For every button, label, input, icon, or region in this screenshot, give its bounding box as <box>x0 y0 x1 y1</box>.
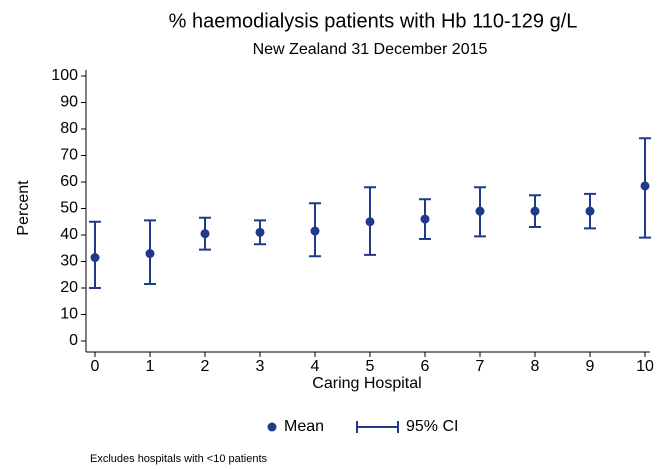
chart-title: % haemodialysis patients with Hb 110-129… <box>169 10 578 32</box>
x-tick-label: 10 <box>636 358 654 375</box>
mean-point <box>255 227 265 237</box>
x-tick-label: 4 <box>311 358 320 375</box>
x-tick-label: 9 <box>586 358 595 375</box>
y-tick-label: 20 <box>60 279 78 296</box>
y-tick-label: 40 <box>60 226 78 243</box>
x-tick-label: 5 <box>366 358 375 375</box>
mean-point <box>640 181 650 191</box>
y-tick-label: 60 <box>60 173 78 190</box>
chart-subtitle: New Zealand 31 December 2015 <box>253 41 488 58</box>
mean-point <box>365 217 375 227</box>
mean-point <box>200 229 210 239</box>
x-tick-label: 8 <box>531 358 540 375</box>
footnote: Excludes hospitals with <10 patients <box>90 453 268 465</box>
mean-point <box>585 206 595 216</box>
legend-label: Mean <box>284 418 324 435</box>
y-tick-label: 80 <box>60 120 78 137</box>
x-tick-label: 2 <box>201 358 210 375</box>
y-tick-label: 30 <box>60 253 78 270</box>
y-tick-label: 50 <box>60 200 78 217</box>
x-axis-label: Caring Hospital <box>312 375 421 392</box>
mean-point <box>420 214 430 224</box>
y-tick-label: 100 <box>51 67 78 84</box>
legend-label: 95% CI <box>406 418 458 435</box>
x-tick-label: 0 <box>91 358 100 375</box>
x-tick-label: 7 <box>476 358 485 375</box>
mean-point <box>475 206 485 216</box>
x-tick-label: 3 <box>256 358 265 375</box>
x-tick-label: 1 <box>146 358 155 375</box>
y-tick-label: 70 <box>60 147 78 164</box>
y-axis-label: Percent <box>15 180 32 236</box>
y-tick-label: 0 <box>69 332 78 349</box>
y-tick-label: 10 <box>60 306 78 323</box>
mean-point <box>145 249 155 259</box>
mean-point <box>90 253 100 263</box>
legend-marker <box>356 421 399 433</box>
mean-point <box>530 206 540 216</box>
y-tick-label: 90 <box>60 94 78 111</box>
legend-marker <box>267 422 277 432</box>
mean-point <box>310 226 320 236</box>
x-tick-label: 6 <box>421 358 430 375</box>
